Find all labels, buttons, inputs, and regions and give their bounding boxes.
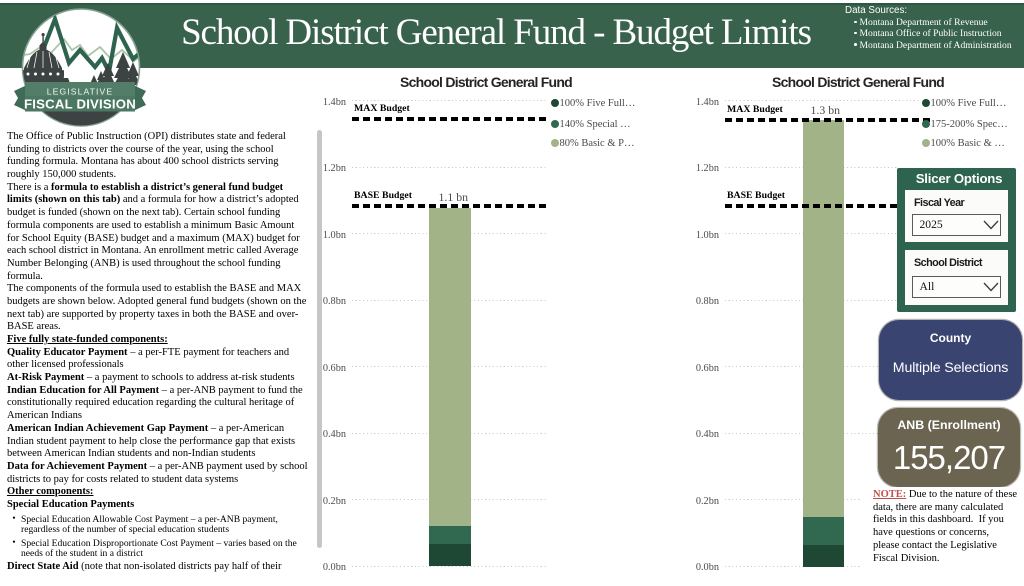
- svg-text:FISCAL DIVISION: FISCAL DIVISION: [24, 97, 136, 112]
- svg-text:LEGISLATIVE: LEGISLATIVE: [47, 87, 113, 97]
